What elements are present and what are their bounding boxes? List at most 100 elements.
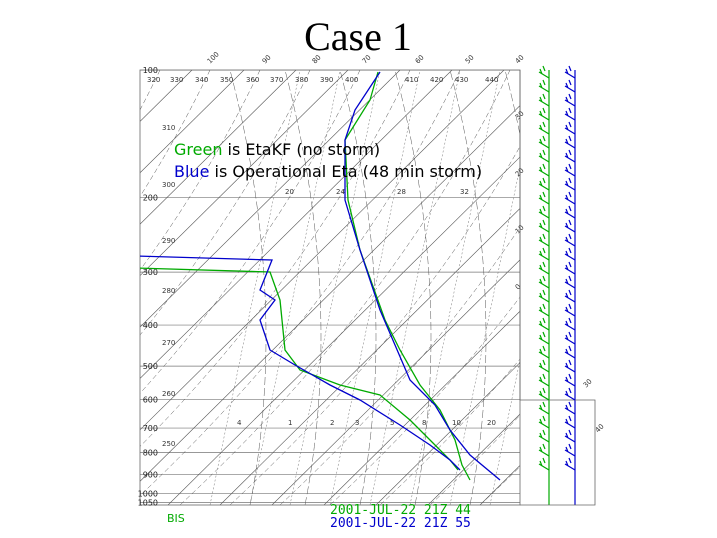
theta-label: 400 bbox=[345, 76, 358, 84]
barb-blue bbox=[564, 149, 576, 163]
legend-blue: Blue is Operational Eta (48 min storm) bbox=[174, 162, 482, 181]
barb-green bbox=[538, 191, 550, 205]
grid bbox=[0, 70, 717, 505]
pressure-label: 1000 bbox=[138, 490, 158, 499]
green-temperature bbox=[344, 71, 471, 481]
isotherm bbox=[167, 156, 520, 505]
barb-blue bbox=[564, 261, 576, 275]
barb-green bbox=[538, 107, 550, 121]
barb-green bbox=[538, 303, 550, 317]
moist-adiabat bbox=[394, 70, 432, 505]
barb-blue bbox=[564, 79, 576, 93]
dry-adiabat bbox=[0, 70, 60, 505]
dry-adiabat bbox=[0, 70, 110, 505]
mixing-label: 1 bbox=[288, 419, 292, 427]
isotherm bbox=[140, 70, 141, 71]
barb-green bbox=[538, 401, 550, 415]
barb-green bbox=[538, 135, 550, 149]
barb-green bbox=[538, 289, 550, 303]
theta-label: 340 bbox=[195, 76, 208, 84]
barb-green bbox=[538, 373, 550, 387]
isotherm bbox=[140, 70, 349, 277]
mixing-line bbox=[249, 70, 341, 505]
isotherm bbox=[375, 362, 520, 505]
barb-blue bbox=[564, 429, 576, 443]
theta-label: 350 bbox=[220, 76, 233, 84]
barb-green bbox=[538, 121, 550, 135]
barb-blue bbox=[564, 331, 576, 345]
barb-blue bbox=[564, 65, 576, 79]
barb-blue bbox=[564, 233, 576, 247]
temperature-label: 40 bbox=[594, 422, 606, 434]
barb-green bbox=[538, 387, 550, 401]
barb-green bbox=[538, 79, 550, 93]
barb-blue bbox=[564, 443, 576, 457]
barb-green bbox=[538, 177, 550, 191]
barb-blue bbox=[564, 121, 576, 135]
theta-label: 420 bbox=[430, 76, 443, 84]
barb-green bbox=[538, 261, 550, 275]
temperature-label: 40 bbox=[514, 53, 526, 65]
barb-green bbox=[538, 247, 550, 261]
pressure-label: 600 bbox=[143, 396, 158, 405]
theta-label: 390 bbox=[320, 76, 333, 84]
dry-adiabat bbox=[329, 296, 520, 505]
isotherm bbox=[140, 70, 453, 379]
barb-blue bbox=[564, 275, 576, 289]
barb-green bbox=[538, 233, 550, 247]
isotherm bbox=[140, 105, 520, 482]
dry-adiabat bbox=[279, 226, 520, 505]
blue-dewpoint bbox=[140, 255, 461, 471]
barb-green bbox=[538, 93, 550, 107]
barb-blue bbox=[564, 205, 576, 219]
run-green: 2001-JUL-22 21Z 44 bbox=[330, 503, 471, 518]
mixing-label: 5 bbox=[390, 419, 394, 427]
theta-label: 260 bbox=[162, 390, 175, 398]
dry-adiabat bbox=[140, 70, 411, 447]
mixing-label: 20 bbox=[487, 419, 496, 427]
isotherm bbox=[636, 70, 717, 505]
moist-adiabat bbox=[284, 70, 322, 505]
barb-blue bbox=[564, 163, 576, 177]
mixing-label: 32 bbox=[460, 188, 469, 196]
barb-green bbox=[538, 415, 550, 429]
theta-label: 370 bbox=[270, 76, 283, 84]
dry-adiabat bbox=[140, 70, 311, 336]
isotherm bbox=[219, 207, 520, 505]
run-blue: 2001-JUL-22 21Z 55 bbox=[330, 516, 471, 531]
soundings bbox=[140, 71, 501, 481]
temperature-label: 90 bbox=[261, 53, 273, 65]
barb-blue bbox=[564, 345, 576, 359]
barb-blue bbox=[564, 387, 576, 401]
pressure-label: 400 bbox=[143, 321, 158, 330]
dry-adiabat bbox=[140, 70, 161, 111]
isotherm bbox=[323, 310, 520, 505]
isotherm bbox=[688, 70, 717, 505]
pressure-label: 200 bbox=[143, 194, 158, 203]
isotherm bbox=[140, 70, 297, 225]
frame bbox=[139, 69, 521, 506]
mixing-line bbox=[329, 70, 421, 505]
title: Case 1 bbox=[304, 14, 412, 59]
mixing-label: 3 bbox=[355, 419, 359, 427]
mixing-label: 2 bbox=[330, 419, 334, 427]
pressure-label: 900 bbox=[143, 470, 158, 479]
barb-blue bbox=[564, 457, 576, 471]
mixing-label: 28 bbox=[397, 188, 406, 196]
theta-label: 310 bbox=[162, 124, 175, 132]
barb-blue bbox=[564, 359, 576, 373]
isotherm bbox=[427, 413, 520, 505]
legend-green: Green is EtaKF (no storm) bbox=[174, 140, 380, 159]
barb-green bbox=[538, 317, 550, 331]
theta-label: 430 bbox=[455, 76, 468, 84]
isotherm bbox=[140, 70, 505, 431]
theta-label: 280 bbox=[162, 287, 175, 295]
theta-label: 290 bbox=[162, 237, 175, 245]
temperature-label: 70 bbox=[361, 53, 373, 65]
isotherm bbox=[532, 70, 717, 505]
barb-green bbox=[538, 359, 550, 373]
temperature-label: 60 bbox=[414, 53, 426, 65]
blue-temperature bbox=[344, 71, 501, 481]
